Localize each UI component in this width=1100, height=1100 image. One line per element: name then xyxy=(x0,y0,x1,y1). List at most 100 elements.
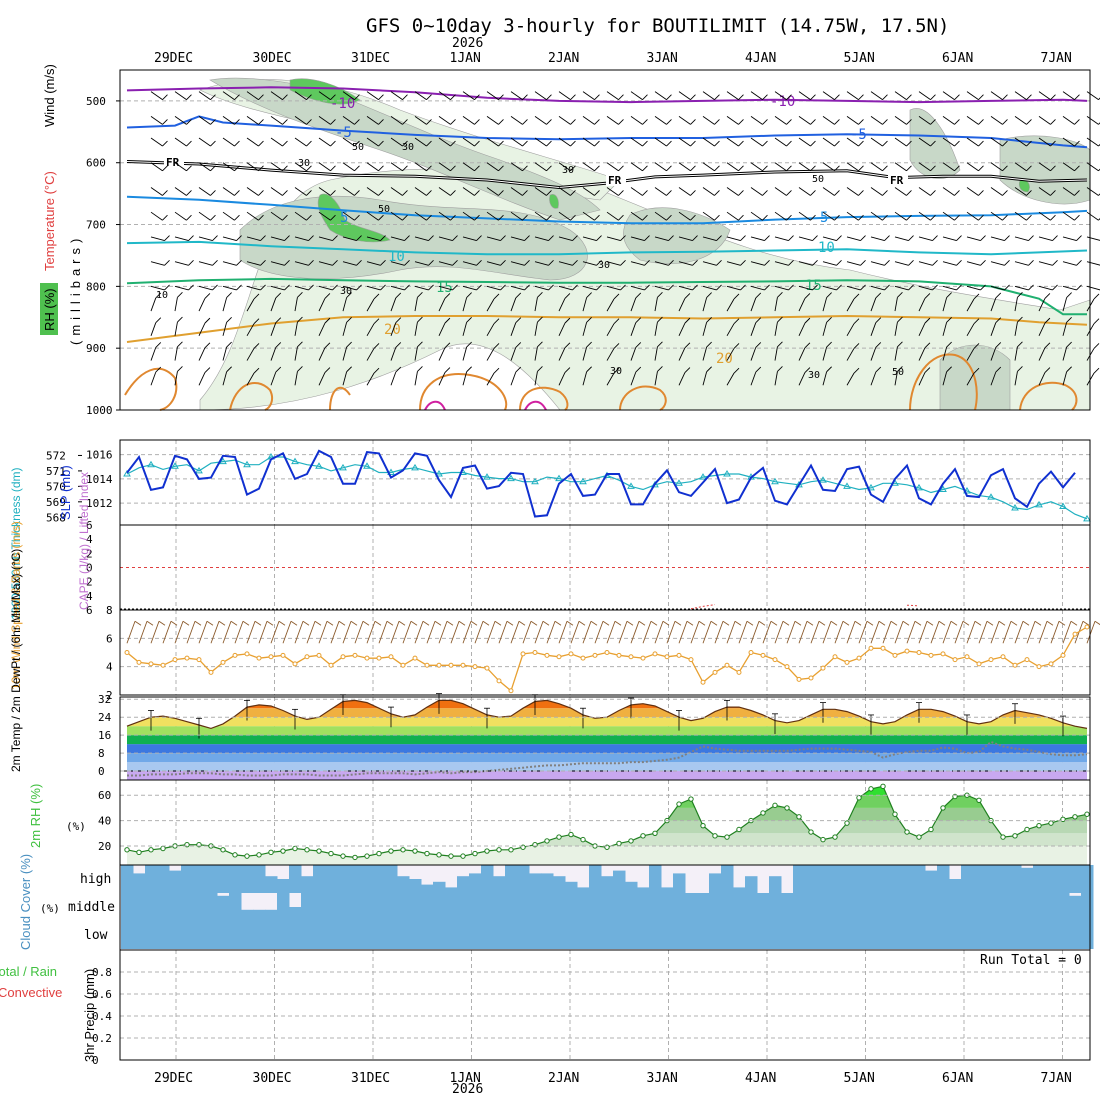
upper-wind-barb xyxy=(318,137,331,147)
wind10-barb xyxy=(366,621,376,644)
cloud-bar xyxy=(241,865,254,893)
upper-wind-barb-flag xyxy=(613,293,620,300)
cloud-bar xyxy=(865,893,878,921)
upper-wind-barb-flag xyxy=(897,316,903,323)
cloud-bar xyxy=(865,921,878,949)
upper-wind-barb xyxy=(342,261,357,266)
upper-wind-barb xyxy=(918,137,931,147)
thickness-point xyxy=(627,482,635,489)
wind10-speed-point xyxy=(616,652,622,658)
upper-wind-barb xyxy=(150,285,165,291)
upper-wind-barb xyxy=(318,347,326,361)
upper-wind-barb xyxy=(294,321,298,336)
upper-wind-barb xyxy=(774,236,789,241)
cloud-bar xyxy=(505,865,518,893)
upper-wind-barb xyxy=(918,162,931,172)
upper-wind-barb-flag xyxy=(330,214,336,221)
cloud-bar xyxy=(757,921,770,949)
upper-wind-barb-flag xyxy=(930,214,936,221)
cloud-bar xyxy=(325,921,338,949)
cloud-bar xyxy=(853,865,866,893)
isotherm-line xyxy=(126,314,1088,343)
wind10-barb xyxy=(462,621,472,644)
rh2m-point xyxy=(400,847,406,853)
upper-wind-barb-flag xyxy=(236,235,242,241)
upper-wind-barb xyxy=(966,298,975,312)
wind10-barb-flag xyxy=(506,620,514,626)
upper-wind-barb-flag xyxy=(306,165,312,172)
rh-contour-label: 30 xyxy=(808,370,820,381)
cloud-bar xyxy=(337,893,350,921)
upper-wind-barb-flag xyxy=(642,214,648,221)
wind10-barb xyxy=(414,621,424,644)
upper-wind-barb-flag xyxy=(973,367,980,374)
cloud-bar xyxy=(565,921,578,949)
wind10-barb xyxy=(546,621,556,644)
upper-wind-barb-flag xyxy=(253,318,260,325)
wind10-barb xyxy=(330,621,340,644)
cloud-bar xyxy=(769,893,782,921)
thickness-point xyxy=(195,466,203,474)
upper-wind-barb-flag xyxy=(450,214,456,221)
wind10-speed-point xyxy=(244,651,250,657)
upper-wind-barb xyxy=(294,371,298,386)
upper-wind-barb xyxy=(486,137,499,147)
upper-wind-barb-flag xyxy=(466,366,472,373)
upper-wind-barb xyxy=(966,323,975,337)
wind10-barb-flag xyxy=(374,620,382,626)
cloud-bar xyxy=(241,909,254,921)
upper-wind-barb-flag xyxy=(684,367,691,373)
upper-wind-barb xyxy=(390,297,397,312)
cloud-bar xyxy=(553,921,566,949)
thickness-point xyxy=(987,493,995,500)
upper-wind-barb-flag xyxy=(226,341,232,348)
upper-wind-barb-flag xyxy=(738,165,744,172)
pressure-tick-label: 1000 xyxy=(86,404,113,417)
upper-wind-barb-flag xyxy=(906,165,912,172)
upper-wind-barb-flag xyxy=(1017,366,1023,372)
rh2m-point xyxy=(412,848,418,854)
rh-contour-label: 30 xyxy=(340,286,352,297)
upper-wind-barb xyxy=(630,297,637,312)
fr-label-bg xyxy=(888,172,908,186)
upper-wind-barb-flag xyxy=(906,140,912,147)
cloud-bar xyxy=(325,865,338,893)
upper-wind-barb-flag xyxy=(450,165,456,172)
upper-wind-barb xyxy=(750,162,763,172)
cloud-bar xyxy=(313,893,326,921)
upper-wind-barb-flag xyxy=(1002,119,1008,125)
upper-wind-barb-flag xyxy=(378,94,384,100)
upper-wind-barb-flag xyxy=(498,190,504,196)
upper-wind-barb xyxy=(366,298,375,312)
upper-wind-barb-flag xyxy=(657,291,663,298)
cloud-bar xyxy=(553,876,566,893)
cloud-bar xyxy=(1069,865,1082,893)
cloud-bar xyxy=(961,865,974,893)
cloud-bar xyxy=(973,893,986,921)
upper-wind-barb xyxy=(1038,372,1046,386)
upper-wind-barb-flag xyxy=(537,366,543,372)
wind10-barb-flag xyxy=(518,620,526,626)
upper-wind-barb-flag xyxy=(1066,341,1072,348)
upper-wind-barb xyxy=(918,347,926,361)
upper-wind-barb-flag xyxy=(716,259,722,266)
upper-wind-barb-flag xyxy=(810,214,816,221)
upper-wind-barb-flag xyxy=(1052,235,1058,241)
upper-wind-barb-flag xyxy=(474,190,480,196)
wind10-barb xyxy=(666,621,676,644)
upper-wind-barb-flag xyxy=(308,259,314,266)
upper-wind-barb xyxy=(462,346,468,361)
cloud-bar xyxy=(985,893,998,921)
upper-wind-barb-flag xyxy=(1066,366,1072,373)
cloud-bar xyxy=(733,921,746,949)
wind10-barb xyxy=(642,621,652,644)
upper-wind-barb-flag xyxy=(804,293,811,299)
wind10-barb-flag xyxy=(614,620,622,626)
upper-wind-barb-flag xyxy=(330,190,336,196)
cloud-bar xyxy=(877,893,890,921)
upper-wind-barb xyxy=(558,211,571,221)
thickness-tick-label: 571 xyxy=(46,465,66,478)
upper-wind-barb-flag xyxy=(906,94,912,100)
rh2m-point xyxy=(976,797,982,803)
cloud-bar xyxy=(397,893,410,921)
